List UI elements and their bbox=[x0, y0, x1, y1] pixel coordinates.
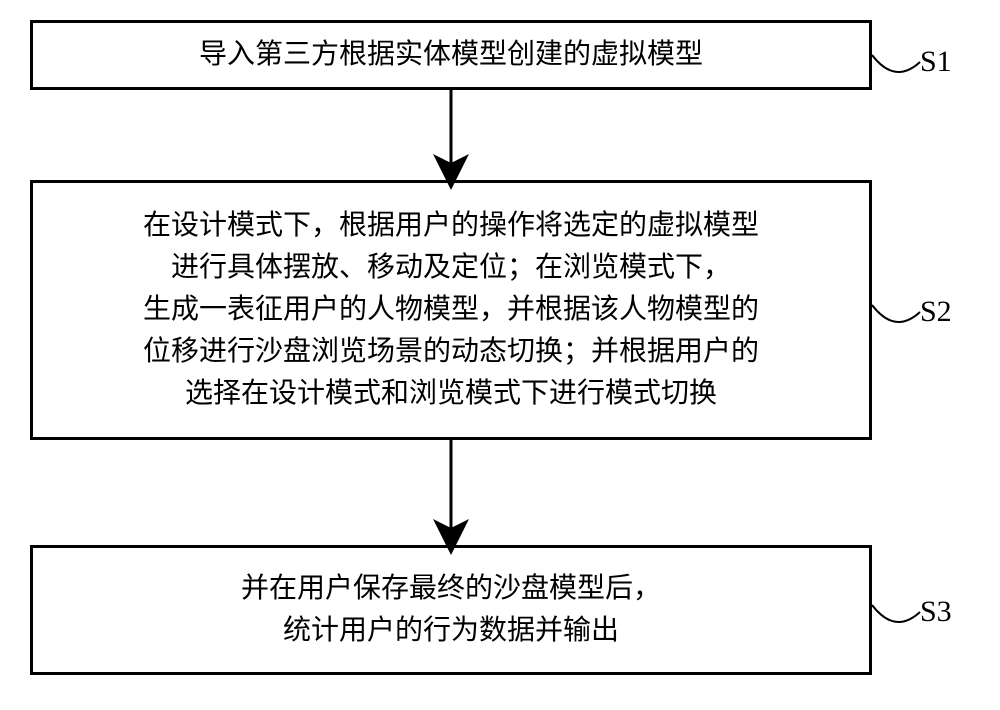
label-curve-s1 bbox=[872, 55, 920, 72]
flow-label-s1: S1 bbox=[920, 45, 952, 79]
flow-node-s1: 导入第三方根据实体模型创建的虚拟模型 bbox=[30, 20, 872, 90]
flow-label-s3: S3 bbox=[920, 595, 952, 629]
flow-node-s3-text: 并在用户保存最终的沙盘模型后， 统计用户的行为数据并输出 bbox=[241, 568, 661, 652]
label-curve-s2 bbox=[872, 305, 920, 322]
flow-node-s3: 并在用户保存最终的沙盘模型后， 统计用户的行为数据并输出 bbox=[30, 545, 872, 675]
flow-node-s1-text: 导入第三方根据实体模型创建的虚拟模型 bbox=[199, 34, 703, 76]
flow-node-s2: 在设计模式下，根据用户的操作将选定的虚拟模型 进行具体摆放、移动及定位；在浏览模… bbox=[30, 180, 872, 440]
flowchart-canvas: 导入第三方根据实体模型创建的虚拟模型 S1 在设计模式下，根据用户的操作将选定的… bbox=[0, 0, 1000, 710]
flow-node-s2-text: 在设计模式下，根据用户的操作将选定的虚拟模型 进行具体摆放、移动及定位；在浏览模… bbox=[143, 205, 759, 415]
flow-label-s2: S2 bbox=[920, 295, 952, 329]
label-curve-s3 bbox=[872, 605, 920, 622]
